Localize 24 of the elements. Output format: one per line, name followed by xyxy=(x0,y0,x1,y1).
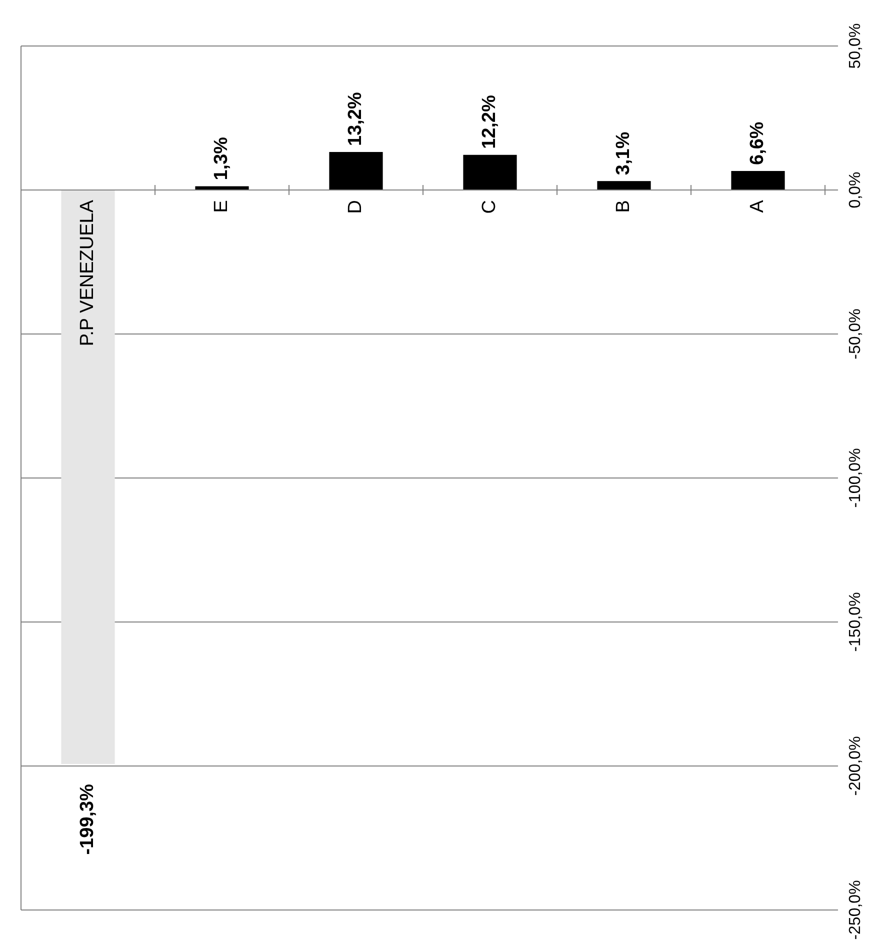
y-tick-label: -150,0% xyxy=(847,592,864,652)
bar xyxy=(329,152,383,190)
y-tick-label: 0,0% xyxy=(847,172,864,208)
data-label: 12,2% xyxy=(479,94,500,149)
bar xyxy=(597,181,651,190)
x-tick-label: A xyxy=(747,200,768,213)
x-tick-label: D xyxy=(345,200,366,214)
x-tick-label: P.P VENEZUELA xyxy=(77,200,98,346)
y-tick-label: 50,0% xyxy=(847,23,864,69)
data-label: 13,2% xyxy=(345,92,366,146)
y-tick-label: -250,0% xyxy=(847,880,864,940)
x-tick-label: E xyxy=(211,200,232,213)
data-label: 6,6% xyxy=(747,122,768,165)
x-tick-label: C xyxy=(479,200,500,214)
y-tick-label: -50,0% xyxy=(847,308,864,360)
y-tick-label: -100,0% xyxy=(847,448,864,508)
data-label: 3,1% xyxy=(613,132,634,176)
bar xyxy=(731,170,785,190)
x-tick-label: B xyxy=(613,200,634,213)
bar xyxy=(463,154,517,190)
data-label: -199,3% xyxy=(77,784,98,855)
y-tick-label: -200,0% xyxy=(847,736,864,796)
bar xyxy=(61,190,115,764)
data-label: 1,3% xyxy=(211,136,232,180)
